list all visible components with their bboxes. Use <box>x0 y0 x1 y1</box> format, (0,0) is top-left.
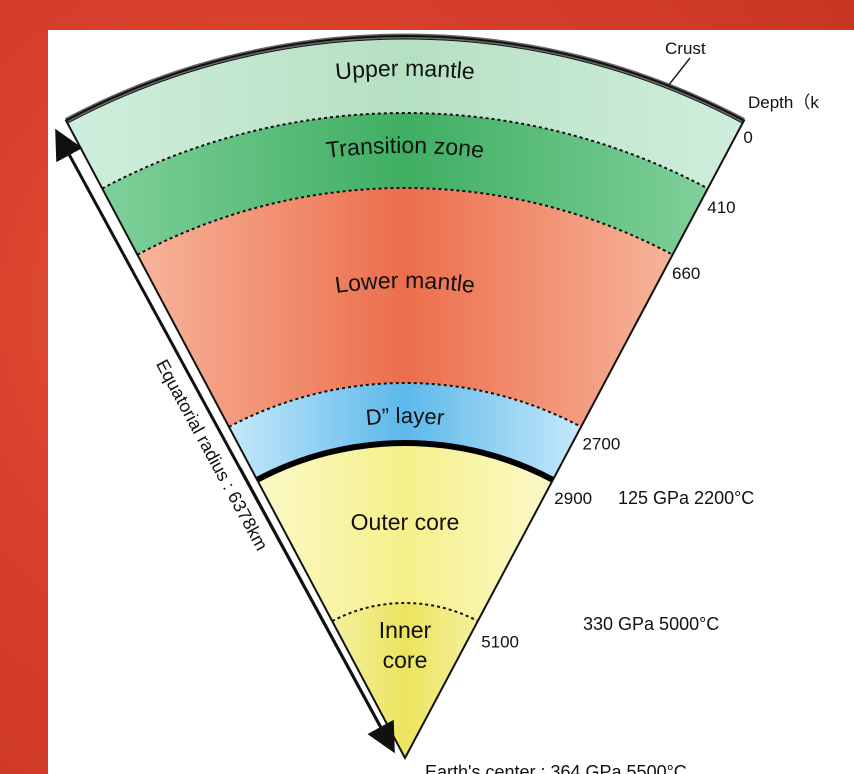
condition: 125 GPa 2200°C <box>618 488 754 508</box>
layer-label: D” layer <box>365 403 446 430</box>
depth-label: 410 <box>707 198 735 217</box>
condition: Earth's center : 364 GPa 5500°C <box>425 762 687 774</box>
layer <box>332 603 478 758</box>
depth-label: 2900 <box>554 489 592 508</box>
crust-line <box>67 38 743 124</box>
layer-label: core <box>383 647 428 673</box>
layer-label-path: Transition zone <box>324 132 485 163</box>
outline <box>64 35 746 761</box>
radius-arrow-down <box>238 467 395 754</box>
depth-label: 2700 <box>582 434 620 453</box>
layer-label: Transition zone <box>324 132 485 163</box>
boundary-dashed <box>101 112 709 190</box>
crust-label: Crust <box>665 39 706 58</box>
layer <box>137 188 673 427</box>
layer <box>66 36 744 189</box>
layer <box>228 383 582 480</box>
condition: 330 GPa 5000°C <box>583 614 719 634</box>
radius-label-bg <box>129 316 295 594</box>
depth-label: 0 <box>743 128 752 147</box>
boundary-dashed <box>228 382 582 428</box>
layer-label-path: D” layer <box>365 403 446 430</box>
boundary-dashed <box>331 602 479 623</box>
depth-heading: Depth（k <box>748 93 819 112</box>
layer <box>257 443 553 622</box>
layer <box>102 113 708 255</box>
crust-leader <box>667 57 691 87</box>
layer-label: Inner <box>379 617 432 643</box>
layer-label: Outer core <box>351 509 460 535</box>
depth-label: 660 <box>672 264 700 283</box>
core-mantle-boundary <box>255 440 555 483</box>
depth-label: 5100 <box>481 633 519 652</box>
boundary-dashed <box>136 187 674 256</box>
